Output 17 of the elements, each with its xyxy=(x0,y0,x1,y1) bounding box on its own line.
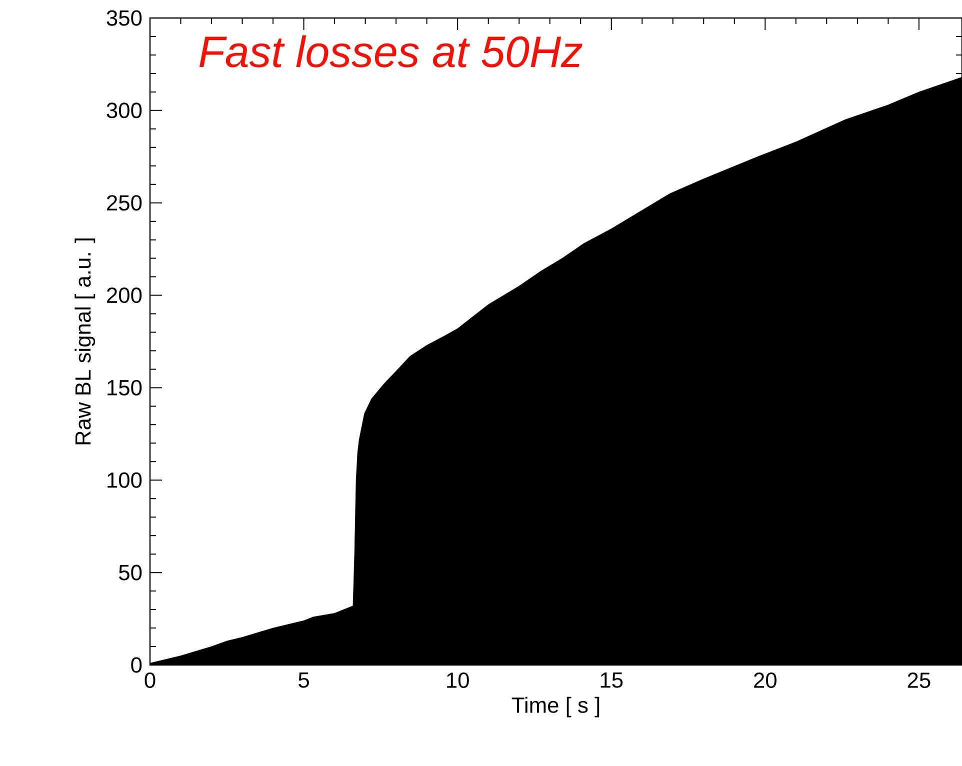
annotation: Fast losses at 50Hz xyxy=(199,35,582,68)
y-tick-label: 350 xyxy=(106,10,142,26)
y-tick-label: 0 xyxy=(131,657,142,673)
y-tick-label: 250 xyxy=(107,195,142,211)
y-tick-label: 50 xyxy=(118,564,142,580)
x-tick-label: 5 xyxy=(298,672,309,688)
x-tick-label: 20 xyxy=(754,672,776,688)
y-axis-title: Raw BL signal [ a.u. ] xyxy=(74,238,96,444)
x-tick-label: 10 xyxy=(447,672,469,688)
y-tick-label: 300 xyxy=(106,102,142,118)
y-tick-label: 150 xyxy=(108,380,142,396)
x-tick-label: 0 xyxy=(144,672,156,688)
x-tick-label: 15 xyxy=(600,672,623,688)
y-tick-label: 200 xyxy=(107,288,142,304)
x-axis-title: Time [ s ] xyxy=(512,696,600,718)
y-tick-label: 100 xyxy=(108,472,142,488)
x-tick-label: 25 xyxy=(908,672,930,688)
